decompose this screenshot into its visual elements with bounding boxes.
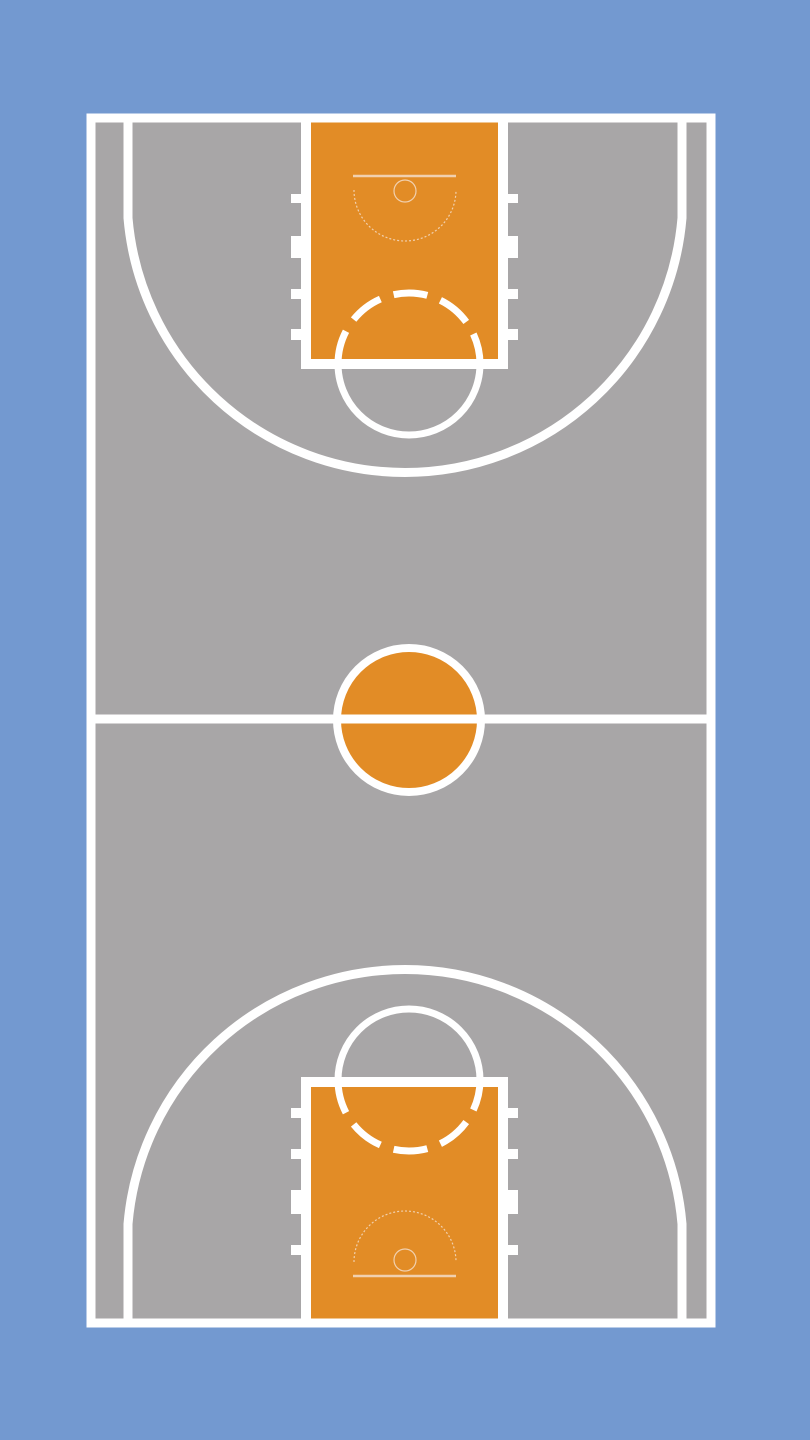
bottom-half [123, 965, 687, 1320]
top-free-throw-circle-solid [334, 363, 484, 439]
bottom-lane-lines [301, 1077, 508, 1320]
bottom-hoop [393, 1248, 417, 1272]
top-paint-area [306, 122, 503, 364]
bottom-paint-area [306, 1082, 503, 1320]
center-court [90, 644, 712, 796]
bottom-three-point-line [123, 965, 687, 1320]
court-boundary [86, 113, 716, 1328]
top-restricted-area-arc [353, 189, 457, 242]
bottom-restricted-area-arc [353, 1210, 457, 1263]
bottom-free-throw-circle-solid [334, 1005, 484, 1081]
top-lane-hash-marks [291, 194, 518, 340]
bottom-free-throw-circle-dashed [334, 1079, 484, 1155]
top-free-throw-circle-dashed [334, 289, 484, 365]
top-three-point-line [123, 122, 687, 477]
bottom-lane-hash-marks [291, 1108, 518, 1255]
top-half [123, 122, 687, 477]
top-hoop [393, 179, 417, 203]
top-lane-lines [301, 122, 508, 369]
